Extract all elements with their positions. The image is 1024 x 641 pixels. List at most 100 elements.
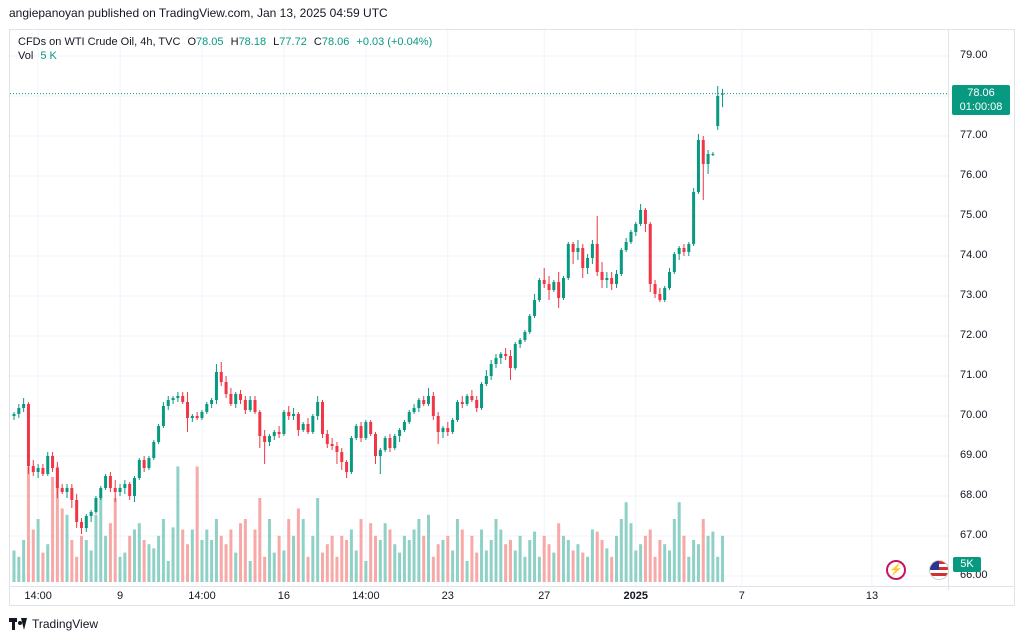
volume-bar [494, 519, 498, 582]
price-tick-label: 73.00 [960, 289, 988, 301]
candle-body [239, 394, 243, 400]
volume-bar [388, 529, 392, 582]
candle-body [359, 426, 363, 438]
candle-body [229, 394, 233, 404]
time-scale-divider [10, 586, 1014, 587]
candle-body [12, 414, 16, 416]
volume-bar [186, 544, 190, 582]
candle-body [142, 460, 146, 468]
candle-body [446, 428, 450, 432]
candle-body [393, 436, 397, 448]
candle-body [475, 400, 479, 408]
volume-bar [696, 544, 700, 582]
volume-bar [306, 556, 310, 582]
candle-body [547, 284, 551, 290]
candle-body [210, 400, 214, 404]
volume-bar [557, 523, 561, 582]
footer-brand[interactable]: TradingView [32, 617, 99, 631]
candle-body [619, 250, 623, 274]
volume-bar [682, 535, 686, 582]
candle-body [335, 446, 339, 452]
volume-value: 5 K [40, 50, 57, 62]
candle-body [566, 244, 570, 278]
volume-bar [431, 556, 435, 582]
volume-bar [600, 540, 604, 582]
candle-body [586, 258, 590, 268]
volume-bar [407, 540, 411, 582]
high-value: 78.18 [238, 36, 267, 48]
candle-body [643, 210, 647, 224]
volume-bar [624, 502, 628, 582]
candle-body [378, 450, 382, 456]
candle-body [190, 416, 194, 418]
volume-row: Vol 5 K [18, 49, 432, 63]
us-flag-icon[interactable] [929, 560, 949, 580]
candle-body [552, 282, 556, 290]
volume-bar [359, 519, 363, 582]
candle-body [533, 300, 537, 316]
volume-bar [113, 498, 117, 582]
lightning-icon[interactable]: ⚡ [886, 560, 906, 580]
low-value: 77.72 [279, 36, 307, 48]
tradingview-logo-icon[interactable] [9, 618, 27, 630]
candle-body [590, 244, 594, 258]
candle-body [716, 96, 720, 126]
volume-bar [210, 540, 214, 582]
candle-body [84, 516, 88, 528]
volume-bar [142, 540, 146, 582]
candle-body [89, 512, 93, 516]
candle-body [234, 394, 238, 404]
candle-body [701, 140, 705, 164]
candle-body [528, 316, 532, 332]
volume-bar [634, 550, 638, 582]
volume-bar [229, 529, 233, 582]
candle-body [316, 402, 320, 416]
volume-bar [537, 556, 541, 582]
volume-bar [393, 544, 397, 582]
volume-bar [36, 519, 40, 582]
candle-body [696, 140, 700, 192]
volume-bar [441, 540, 445, 582]
volume-bar [571, 550, 575, 582]
chart-frame[interactable] [9, 29, 1015, 606]
candle-body [123, 484, 127, 488]
volume-bar [84, 540, 88, 582]
candle-body [369, 422, 373, 434]
volume-bar [663, 544, 667, 582]
volume-bar [465, 561, 469, 582]
candle-body [455, 402, 459, 420]
volume-bar [205, 529, 209, 582]
volume-bar [287, 519, 291, 582]
volume-bar [301, 519, 305, 582]
candle-body [267, 436, 271, 442]
open-value: 78.05 [196, 36, 224, 48]
symbol-label[interactable]: CFDs on WTI Crude Oil, 4h, TVC [18, 36, 181, 48]
candle-body [205, 404, 209, 412]
volume-bar [325, 544, 329, 582]
candle-body [465, 396, 469, 404]
volume-bar [70, 540, 74, 582]
candle-body [639, 210, 643, 224]
candle-body [672, 254, 676, 272]
candle-body [60, 488, 64, 492]
volume-bar [364, 561, 368, 582]
volume-bar [340, 535, 344, 582]
volume-bar [701, 519, 705, 582]
volume-bar [610, 556, 614, 582]
volume-label[interactable]: Vol [18, 50, 34, 62]
candle-body [648, 224, 652, 284]
volume-bar [566, 540, 570, 582]
candle-body [402, 422, 406, 430]
candle-body [181, 396, 185, 402]
candle-body [629, 232, 633, 242]
candle-body [345, 462, 349, 472]
candle-body [658, 294, 662, 300]
candle-body [330, 444, 334, 446]
candle-body [460, 402, 464, 404]
candle-body [287, 412, 291, 416]
candle-body [407, 412, 411, 422]
candle-body [537, 280, 541, 300]
candle-body [513, 344, 517, 368]
candle-body [282, 412, 286, 434]
